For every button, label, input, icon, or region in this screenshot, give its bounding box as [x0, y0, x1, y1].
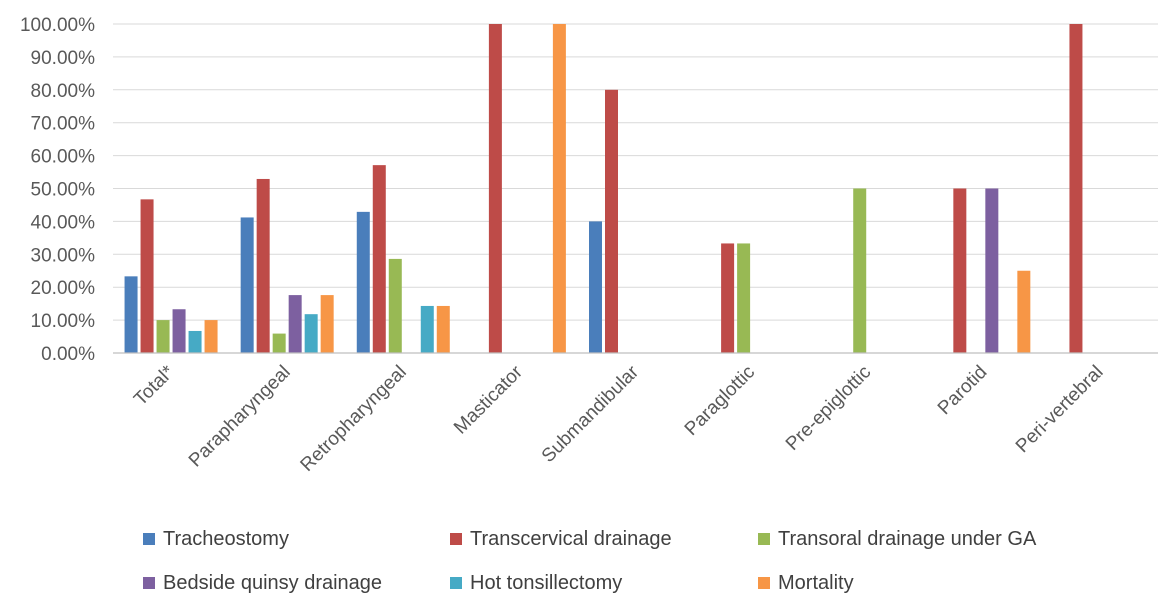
bar: [605, 89, 618, 354]
legend-label: Mortality: [778, 572, 854, 594]
x-tick-label: Pre-epiglottic: [782, 362, 875, 455]
bar: [172, 309, 186, 353]
x-tick-label: Parapharyngeal: [185, 362, 295, 472]
x-tick-label: Total*: [130, 361, 179, 410]
bar: [953, 188, 967, 353]
legend-label: Transcervical drainage: [470, 528, 672, 550]
bar: [985, 188, 999, 353]
legend-swatch: [758, 533, 770, 545]
bar: [552, 24, 566, 353]
y-tick-label: 80.00%: [31, 81, 96, 102]
bar: [488, 24, 502, 353]
bar: [188, 330, 202, 353]
y-tick-label: 100.00%: [20, 15, 95, 36]
bar: [589, 221, 602, 353]
x-tick-label: Submandibular: [538, 361, 644, 467]
bar: [1069, 24, 1083, 353]
x-tick-label: Paraglottic: [681, 362, 759, 440]
legend-swatch: [758, 577, 770, 589]
y-tick-label: 10.00%: [31, 311, 96, 332]
bars: [124, 24, 1083, 354]
y-tick-label: 0.00%: [41, 344, 95, 365]
legend-label: Tracheostomy: [163, 528, 289, 550]
legend: Tracheostomy Transcervical drainage Transo…: [143, 528, 1037, 594]
y-tick-label: 30.00%: [31, 245, 96, 266]
bar: [240, 217, 254, 353]
bar: [372, 165, 386, 353]
legend-swatch: [143, 533, 155, 545]
bar: [853, 188, 867, 353]
x-axis-tick-labels: Total* Parapharyngeal Retropharyngeal Masti…: [130, 361, 1107, 476]
bar: [156, 320, 170, 353]
bar: [204, 320, 218, 353]
bar: [272, 333, 286, 353]
y-tick-label: 70.00%: [31, 114, 96, 135]
legend-swatch: [450, 577, 462, 589]
bar: [737, 243, 751, 353]
legend-swatch: [450, 533, 462, 545]
legend-label: Transoral drainage under GA: [778, 528, 1037, 550]
y-tick-label: 20.00%: [31, 278, 96, 299]
bar: [140, 199, 154, 353]
bar: [388, 258, 402, 353]
legend-label: Bedside quinsy drainage: [163, 572, 382, 594]
bar: [256, 178, 270, 353]
x-tick-label: Retropharyngeal: [297, 362, 411, 476]
y-tick-label: 90.00%: [31, 48, 96, 69]
legend-label: Hot tonsillectomy: [470, 572, 622, 594]
bar: [420, 305, 434, 353]
x-tick-label: Parotid: [934, 362, 991, 419]
bar: [304, 314, 318, 353]
bar: [320, 295, 334, 353]
x-tick-label: Masticator: [450, 361, 527, 438]
bar: [124, 276, 138, 353]
x-tick-label: Peri-vertebral: [1012, 362, 1107, 457]
bar: [436, 305, 450, 353]
y-axis-tick-labels: 0.00% 10.00% 20.00% 30.00% 40.00% 50.00% 60.00…: [20, 15, 95, 365]
legend-swatch: [143, 577, 155, 589]
bar: [1017, 270, 1031, 353]
bar: [721, 243, 735, 353]
y-tick-label: 40.00%: [31, 212, 96, 233]
bar: [288, 295, 302, 353]
y-tick-label: 60.00%: [31, 147, 96, 168]
gridlines: [113, 23, 1158, 321]
bar: [356, 211, 370, 353]
y-tick-label: 50.00%: [31, 180, 96, 201]
